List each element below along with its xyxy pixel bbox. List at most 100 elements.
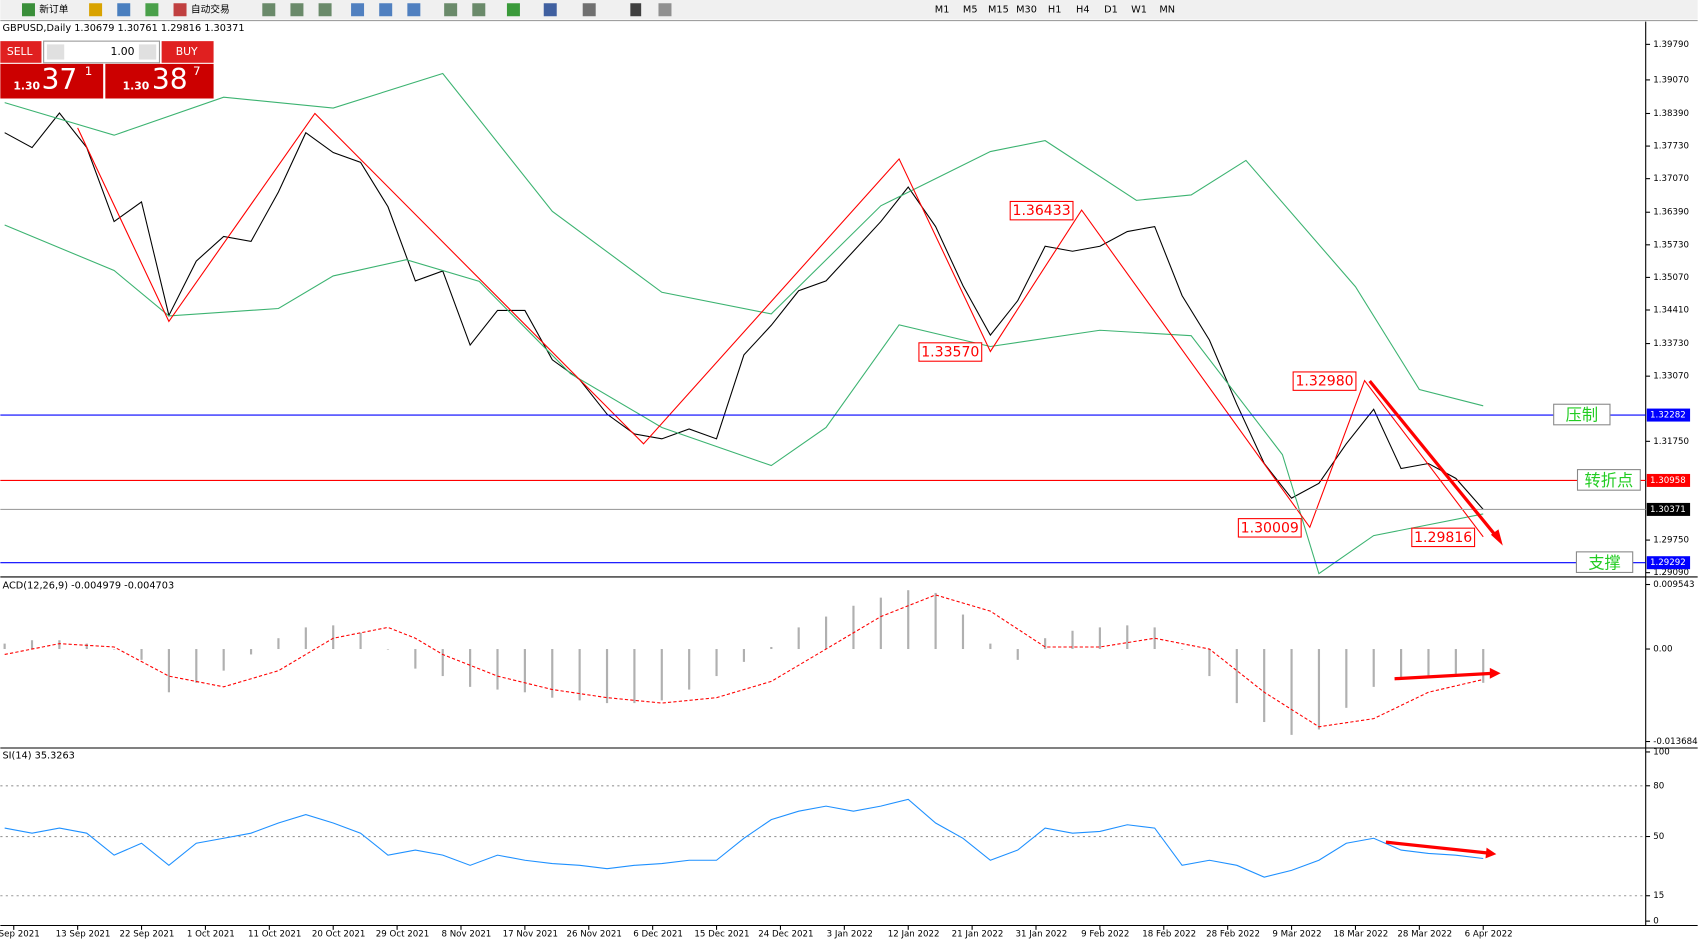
- zoom-out[interactable]: [379, 3, 393, 17]
- panel-title: ACD(12,26,9) -0.004979 -0.004703: [3, 581, 175, 592]
- panels: GBPUSD,Daily 1.30679 1.30761 1.29816 1.3…: [0, 23, 1698, 940]
- macd-bar: [852, 605, 855, 650]
- x-tick-label: 21 Jan 2022: [952, 930, 1004, 940]
- macd-bar: [551, 649, 554, 698]
- buy-button[interactable]: [161, 41, 214, 63]
- close-line: [4, 112, 1484, 510]
- toolbar-icon[interactable]: [290, 3, 304, 17]
- sell-button[interactable]: [0, 41, 42, 63]
- timeframe-button[interactable]: M30: [1016, 5, 1037, 16]
- macd-bar: [633, 649, 636, 704]
- y-tick-label: 1.37730: [1653, 142, 1689, 152]
- tile-windows[interactable]: [407, 3, 421, 17]
- toolbar-icon[interactable]: [472, 3, 486, 17]
- macd-bar: [1153, 627, 1156, 650]
- macd-bar: [359, 632, 362, 650]
- macd-bar: [742, 649, 746, 662]
- sell-price[interactable]: [0, 63, 104, 99]
- macd-bar: [605, 649, 609, 704]
- axis-marker: [1646, 408, 1691, 422]
- timeframe-button[interactable]: MN: [1159, 5, 1175, 16]
- sell-price-big: 1.30: [13, 80, 40, 93]
- timeframe-button[interactable]: M15: [988, 5, 1009, 16]
- timeframe-button[interactable]: W1: [1131, 5, 1147, 16]
- lot-value[interactable]: 1.00: [110, 45, 134, 58]
- y-tick-label: 100: [1653, 747, 1670, 757]
- buy-price-pips: 38: [152, 63, 188, 96]
- toolbar-icon[interactable]: [145, 3, 159, 17]
- y-tick-label: 1.35070: [1653, 273, 1689, 283]
- macd-bar: [989, 643, 992, 650]
- lot-field[interactable]: [43, 40, 161, 64]
- toolbar-icon[interactable]: [89, 3, 103, 17]
- periods[interactable]: [543, 3, 557, 17]
- macd-bar: [934, 592, 937, 650]
- macd-bar: [1071, 630, 1074, 650]
- buy-price-frac: 7: [193, 64, 201, 78]
- macd-bar: [797, 627, 800, 650]
- timeframe-button[interactable]: M1: [935, 5, 950, 16]
- y-tick-label: 1.38390: [1653, 109, 1689, 119]
- macd-bar: [1263, 649, 1266, 723]
- timeframe-button[interactable]: H1: [1048, 5, 1062, 16]
- y-tick-label: 1.31750: [1653, 437, 1689, 447]
- y-tick-label: 80: [1653, 781, 1664, 791]
- macd-bar: [195, 649, 198, 683]
- macd-bar: [222, 649, 225, 671]
- new-order-icon[interactable]: [21, 3, 35, 17]
- macd-bar: [1400, 649, 1403, 680]
- auto-trading-button[interactable]: 自动交易: [191, 3, 230, 16]
- lot-up[interactable]: [138, 44, 157, 60]
- sell-label[interactable]: SELL: [7, 45, 33, 58]
- cursor-tool[interactable]: [630, 3, 642, 17]
- timeframe-button[interactable]: H4: [1076, 5, 1090, 16]
- macd-bar: [1180, 649, 1184, 650]
- macd-bar: [1126, 625, 1129, 650]
- toolbar-icon[interactable]: [117, 3, 131, 17]
- crosshair-tool[interactable]: [658, 3, 672, 17]
- macd-bar: [1235, 649, 1238, 704]
- axis-marker: [1646, 556, 1691, 570]
- y-tick-label: 0.00: [1653, 645, 1672, 655]
- macd-bar: [688, 649, 691, 690]
- templates[interactable]: [582, 3, 596, 17]
- x-tick-label: 20 Oct 2021: [312, 930, 365, 940]
- macd-bar: [1482, 649, 1485, 683]
- macd-bar: [1317, 649, 1321, 730]
- zigzag: [77, 112, 1484, 538]
- signal-line: [4, 594, 1484, 728]
- y-tick-label: 1.35730: [1653, 240, 1689, 250]
- arrow-head: [1485, 847, 1497, 859]
- level-note-box: [1553, 403, 1611, 426]
- x-tick-label: 1 Oct 2021: [187, 930, 235, 940]
- level-note: 压制: [1566, 406, 1598, 425]
- price-annotation: 1.33570: [921, 345, 979, 361]
- x-tick-label: 12 Jan 2022: [888, 930, 940, 940]
- rsi-line: [4, 798, 1484, 878]
- one-click-panel: SELL 1.00 BUY 1.30 37 1 1.30 38 7: [0, 40, 214, 99]
- toolbar: [0, 0, 1698, 20]
- toolbar-icon[interactable]: [444, 3, 458, 17]
- buy-price-big: 1.30: [123, 80, 150, 93]
- toolbar-icon[interactable]: [318, 3, 332, 17]
- x-tick-label: 8 Nov 2021: [441, 930, 491, 940]
- indicators[interactable]: [506, 3, 520, 17]
- timeframe-button[interactable]: M5: [963, 5, 978, 16]
- macd-bar: [1208, 649, 1211, 677]
- timeframe-button[interactable]: D1: [1104, 5, 1118, 16]
- macd-bar: [249, 649, 253, 655]
- new-order-button[interactable]: 新订单: [39, 3, 68, 16]
- buy-label[interactable]: BUY: [176, 45, 198, 58]
- macd-bar: [715, 649, 718, 677]
- y-tick-label: 1.37070: [1653, 174, 1689, 184]
- zoom-in[interactable]: [351, 3, 365, 17]
- auto-trading-icon[interactable]: [173, 3, 187, 17]
- buy-price[interactable]: [105, 63, 214, 99]
- toolbar-icon[interactable]: [262, 3, 276, 17]
- y-tick-label: -0.013684: [1653, 737, 1698, 747]
- macd-bar: [879, 597, 882, 650]
- macd-bar: [1098, 627, 1101, 650]
- lot-down[interactable]: [46, 44, 65, 60]
